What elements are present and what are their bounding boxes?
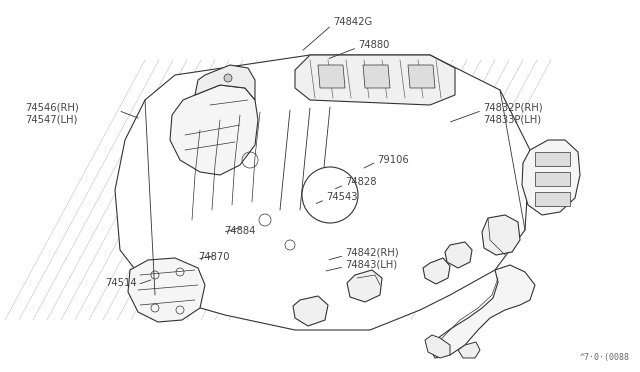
Polygon shape bbox=[170, 85, 258, 175]
Text: 74880: 74880 bbox=[358, 40, 390, 49]
Polygon shape bbox=[318, 65, 345, 88]
Polygon shape bbox=[347, 270, 382, 302]
Polygon shape bbox=[430, 265, 535, 358]
Polygon shape bbox=[408, 65, 435, 88]
Polygon shape bbox=[535, 192, 570, 206]
Circle shape bbox=[224, 74, 232, 82]
Polygon shape bbox=[423, 258, 450, 284]
Polygon shape bbox=[522, 140, 580, 215]
Text: 74832P(RH): 74832P(RH) bbox=[483, 103, 543, 113]
Polygon shape bbox=[458, 342, 480, 358]
Polygon shape bbox=[535, 172, 570, 186]
Text: 79106: 79106 bbox=[378, 155, 410, 165]
Polygon shape bbox=[293, 296, 328, 326]
Polygon shape bbox=[128, 258, 205, 322]
Text: 74842G: 74842G bbox=[333, 17, 372, 26]
Text: 74833P(LH): 74833P(LH) bbox=[483, 114, 541, 124]
Text: 74546(RH): 74546(RH) bbox=[26, 103, 79, 113]
Text: 74884: 74884 bbox=[224, 226, 255, 235]
Polygon shape bbox=[363, 65, 390, 88]
Text: 74547(LH): 74547(LH) bbox=[26, 114, 78, 124]
Text: 74514: 74514 bbox=[106, 278, 137, 288]
Text: 74870: 74870 bbox=[198, 252, 230, 262]
Text: 74843(LH): 74843(LH) bbox=[346, 259, 397, 269]
Text: ^7·0·(0088: ^7·0·(0088 bbox=[580, 353, 630, 362]
Polygon shape bbox=[295, 55, 455, 105]
Text: 74543: 74543 bbox=[326, 192, 358, 202]
Polygon shape bbox=[425, 335, 450, 358]
Text: 74828: 74828 bbox=[346, 177, 377, 187]
Circle shape bbox=[302, 167, 358, 223]
Polygon shape bbox=[115, 55, 530, 330]
Polygon shape bbox=[535, 152, 570, 166]
Polygon shape bbox=[482, 215, 520, 255]
Polygon shape bbox=[445, 242, 472, 268]
Text: 74842(RH): 74842(RH) bbox=[346, 248, 399, 258]
Polygon shape bbox=[195, 65, 255, 100]
